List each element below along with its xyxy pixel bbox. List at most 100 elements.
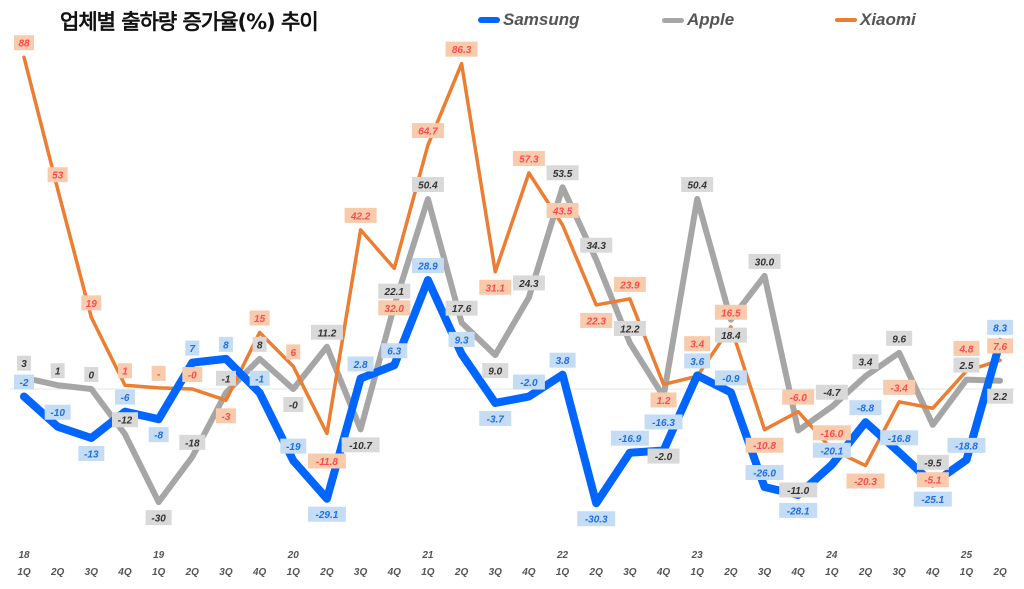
data-label-text: -2.0 (520, 378, 538, 389)
data-label: 1 (50, 363, 65, 379)
data-label-text: 23.9 (619, 280, 640, 291)
data-label: -0 (182, 367, 203, 382)
data-label: 1 (117, 363, 132, 379)
data-label: 4.8 (953, 340, 980, 356)
data-label: -10.7 (341, 437, 380, 453)
data-label-text: -25.1 (921, 495, 944, 506)
data-label-text: 3.6 (690, 357, 704, 368)
data-label-text: 18.4 (721, 331, 741, 342)
data-label: -9.5 (916, 454, 949, 470)
data-label-text: -10.7 (349, 441, 372, 452)
data-label: 9.0 (482, 363, 509, 379)
data-label-text: -29.1 (316, 510, 339, 521)
data-label: -18 (179, 434, 206, 450)
data-label: 31.1 (479, 279, 512, 295)
data-label: -3.7 (479, 410, 512, 426)
legend-swatch-samsung (478, 17, 500, 23)
data-label-text: -6 (121, 393, 130, 404)
x-tick-quarter: 3Q (219, 567, 233, 578)
data-label-text: 3.4 (859, 358, 873, 369)
data-label: 3.4 (684, 336, 711, 352)
data-label: -8 (148, 427, 169, 443)
data-label-text: -16.0 (820, 429, 843, 440)
data-label: 9.3 (448, 331, 475, 347)
data-label: -1 (215, 370, 236, 386)
data-label-text: 3.4 (690, 340, 704, 351)
data-label: -29.1 (307, 506, 346, 522)
data-label-text: -18 (185, 438, 200, 449)
x-tick-quarter: 1Q (287, 567, 301, 578)
data-label: 9.6 (886, 330, 913, 346)
data-label: -20.3 (846, 473, 885, 489)
data-label-text: -8 (154, 431, 163, 442)
data-label: -13 (78, 446, 105, 462)
data-label: 88 (14, 35, 34, 51)
data-label-text: -20.1 (820, 446, 843, 457)
data-label-text: -3 (222, 412, 231, 423)
data-label-text: 6 (290, 348, 296, 359)
data-label-text: -11.0 (787, 486, 809, 497)
legend-label-xiaomi: Xiaomi (860, 10, 916, 29)
x-tick-quarter: 1Q (421, 567, 435, 578)
data-label: -0 (283, 397, 304, 412)
data-label: - (151, 365, 166, 381)
data-label-text: -16.8 (888, 434, 911, 445)
data-label: 1.2 (650, 392, 677, 408)
data-label: 50.4 (681, 176, 714, 192)
series-line-apple (21, 184, 1004, 506)
x-tick-year: 18 (18, 550, 30, 561)
data-label: -18.8 (947, 437, 986, 453)
data-label: 8 (252, 336, 267, 352)
data-label-text: -0.9 (722, 374, 740, 385)
data-label-text: -1 (255, 374, 264, 385)
x-tick-quarter: 2Q (992, 567, 1007, 578)
data-label: 3 (17, 355, 31, 371)
x-tick-quarter: 4Q (521, 567, 536, 578)
legend-swatch-xiaomi (835, 18, 857, 22)
data-label-text: 1 (55, 367, 61, 378)
data-label-text: 7.6 (993, 342, 1007, 353)
data-label-text: 19 (86, 299, 98, 310)
x-tick-quarter: 4Q (252, 567, 267, 578)
data-label-text: 57.3 (519, 154, 539, 165)
data-label-text: 4.8 (959, 344, 974, 355)
data-label-text: 0 (89, 371, 95, 382)
data-label-text: -30.3 (585, 515, 608, 526)
data-label: -2.0 (647, 448, 680, 464)
data-label: 32.0 (378, 300, 411, 316)
data-label: 2.2 (987, 388, 1014, 404)
data-label-text: -3.4 (891, 383, 909, 394)
data-label: 3.8 (549, 352, 576, 368)
data-label: -6.0 (782, 389, 815, 405)
x-tick-quarter: 2Q (185, 567, 200, 578)
x-tick-quarter: 2Q (858, 567, 873, 578)
data-label: -0.9 (714, 370, 747, 386)
data-label-text: 8.3 (993, 323, 1007, 334)
data-label: 17.6 (445, 300, 478, 316)
data-label: 43.5 (546, 203, 579, 219)
data-label: 3.6 (684, 353, 711, 369)
data-label: 8 (218, 336, 233, 352)
data-label: 7 (185, 340, 200, 356)
data-label: -1 (249, 370, 270, 386)
data-label-text: 86.3 (452, 45, 472, 56)
data-label-text: 9.0 (488, 367, 502, 378)
data-label-text: -16.9 (618, 434, 641, 445)
x-tick-year: 19 (153, 550, 165, 561)
data-labels-samsung: -2-10-13-6-87 8-1-19-29.12.86.328.99.3-3.… (14, 258, 1014, 527)
x-tick-quarter: 2Q (589, 567, 604, 578)
x-tick-year: 20 (287, 550, 300, 561)
legend-label-apple: Apple (687, 10, 735, 29)
data-label: -30 (145, 510, 172, 526)
data-label: 28.9 (411, 258, 444, 274)
data-label-text: 16.5 (721, 308, 741, 319)
data-label: 86.3 (445, 41, 478, 57)
data-label: -11.0 (779, 482, 818, 498)
x-tick-quarter: 1Q (691, 567, 705, 578)
data-label-text: 1 (122, 367, 128, 378)
data-label: -19 (280, 438, 307, 454)
data-label-text: -26.0 (753, 469, 776, 480)
data-label-text: 11.2 (318, 328, 337, 339)
data-label-text: -18.8 (955, 441, 978, 452)
x-tick-quarter: 3Q (892, 567, 906, 578)
